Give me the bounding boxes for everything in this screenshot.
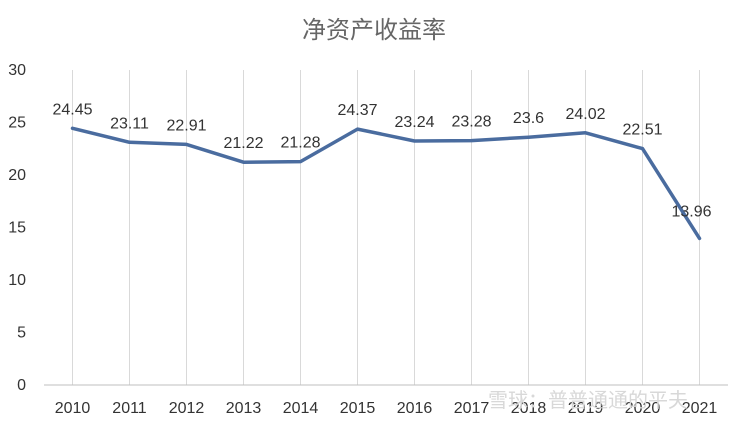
data-label: 22.91	[166, 117, 206, 134]
y-tick-label: 15	[8, 220, 26, 237]
x-tick-label: 2016	[397, 400, 433, 417]
x-tick-label: 2020	[625, 400, 661, 417]
data-label: 21.22	[223, 135, 263, 152]
data-label: 13.96	[671, 203, 711, 220]
data-label: 23.24	[394, 114, 434, 131]
data-label: 24.37	[337, 102, 377, 119]
data-label: 23.11	[110, 115, 149, 132]
y-axis-ticks: 0 5 10 15 20 25 30	[8, 62, 26, 394]
x-tick-label: 2013	[226, 400, 262, 417]
series-line	[70, 126, 702, 241]
y-tick-label: 30	[8, 62, 26, 79]
data-labels: 24.45 23.11 22.91 21.22 21.28 24.37 23.24 23.28…	[52, 101, 711, 220]
x-tick-label: 2015	[340, 400, 376, 417]
y-tick-label: 5	[17, 325, 26, 342]
x-tick-label: 2012	[169, 400, 205, 417]
y-tick-label: 0	[17, 377, 26, 394]
data-label: 24.45	[52, 101, 92, 118]
data-label: 21.28	[280, 135, 320, 152]
series-group	[70, 126, 702, 241]
y-tick-label: 25	[8, 115, 26, 132]
watermark: 雪球：普普通通的平夫	[488, 388, 688, 412]
x-tick-label: 2021	[682, 400, 718, 417]
chart-title: 净资产收益率	[302, 16, 446, 44]
data-label: 22.51	[622, 122, 662, 139]
x-axis-ticks: 2010 2011 2012 2013 2014 2015 2016 2017 2018 2019…	[55, 400, 718, 417]
data-label: 23.28	[451, 114, 491, 131]
x-tick-label: 2010	[55, 400, 91, 417]
y-tick-label: 10	[8, 272, 26, 289]
grid-lines	[72, 70, 700, 385]
x-tick-label: 2011	[112, 400, 147, 417]
data-label: 23.6	[513, 110, 544, 127]
x-tick-label: 2019	[568, 400, 604, 417]
x-tick-label: 2017	[454, 400, 490, 417]
x-tick-label: 2018	[511, 400, 547, 417]
data-label: 24.02	[565, 106, 605, 123]
x-tick-label: 2014	[283, 400, 319, 417]
y-tick-label: 20	[8, 167, 26, 184]
